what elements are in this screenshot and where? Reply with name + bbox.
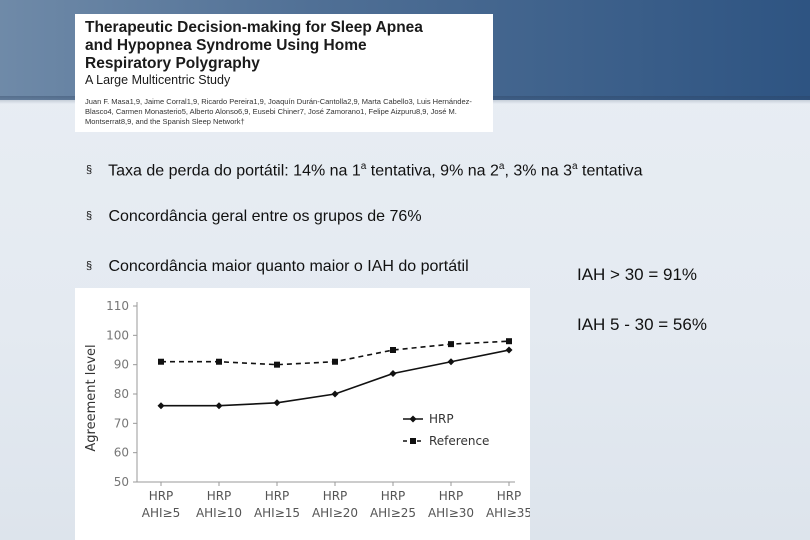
bullet-text: Concordância geral entre os grupos de 76… xyxy=(108,208,422,225)
paper-title-line3: Respiratory Polygraphy xyxy=(85,55,260,72)
point-hrp xyxy=(157,402,165,410)
point-reference xyxy=(274,361,280,368)
bullet-marker-icon: § xyxy=(86,210,93,222)
x-tick-label-line2: AHI≥15 xyxy=(254,506,300,520)
point-reference xyxy=(158,358,164,365)
bullet-text: , 3% na 3 xyxy=(504,162,573,180)
y-tick-label: 50 xyxy=(114,475,129,489)
bullet-text: Concordância maior quanto maior o IAH do… xyxy=(108,258,469,275)
paper-title-line1: Therapeutic Decision-making for Sleep Ap… xyxy=(85,19,423,36)
point-hrp xyxy=(505,346,513,354)
bullet-text: tentativa xyxy=(577,162,643,180)
paper-authors: Juan F. Masa1,9, Jaime Corral1,9, Ricard… xyxy=(85,97,472,126)
bullet-sup: a xyxy=(572,161,578,172)
agreement-chart: 50 60 70 80 90 100 110 Agreement level HRP AHI≥5 H… xyxy=(75,288,530,540)
bullet-marker-icon: § xyxy=(86,260,93,272)
x-tick-label-line1: HRP xyxy=(207,489,232,503)
x-tick-label-line1: HRP xyxy=(381,489,406,503)
y-tick-label: 70 xyxy=(114,416,129,430)
x-tick-label-line1: HRP xyxy=(497,489,522,503)
point-reference xyxy=(216,358,222,365)
point-hrp xyxy=(331,390,339,398)
point-reference xyxy=(506,338,512,345)
point-hrp xyxy=(389,369,397,377)
bullet-marker-icon: § xyxy=(86,164,93,177)
point-hrp xyxy=(215,402,223,410)
bullet-sup: a xyxy=(360,161,367,172)
y-tick-label: 100 xyxy=(106,328,129,342)
x-tick-label-line2: AHI≥20 xyxy=(312,506,358,520)
x-tick-label-line2: AHI≥25 xyxy=(370,506,416,520)
y-tick-label: 90 xyxy=(114,358,129,372)
point-reference xyxy=(448,341,454,348)
point-hrp xyxy=(273,399,281,407)
x-tick-label-line2: AHI≥35 xyxy=(486,506,530,520)
x-tick-label-line2: AHI≥5 xyxy=(142,506,180,520)
legend-marker-hrp xyxy=(409,415,417,423)
point-hrp xyxy=(447,358,455,366)
x-tick-label-line1: HRP xyxy=(149,489,174,503)
legend-marker-reference xyxy=(410,438,416,444)
point-reference xyxy=(390,347,396,353)
y-tick-label: 60 xyxy=(114,446,129,460)
paper-title-line2: and Hypopnea Syndrome Using Home xyxy=(85,37,367,54)
y-axis-title: Agreement level xyxy=(84,344,99,451)
paper-header-image: Therapeutic Decision-making for Sleep Ap… xyxy=(75,14,493,132)
bullet-item-loss-rate: § Taxa de perda do portátil: 14% na 1a t… xyxy=(86,161,643,180)
legend-label-hrp: HRP xyxy=(429,412,454,426)
y-tick-label: 80 xyxy=(114,387,129,401)
side-note-iah-high: IAH > 30 = 91% xyxy=(577,265,698,284)
point-reference xyxy=(332,358,338,365)
x-tick-label-line1: HRP xyxy=(323,489,348,503)
agreement-chart-svg: 50 60 70 80 90 100 110 Agreement level HRP AHI≥5 H… xyxy=(84,299,530,520)
bullet-item-higher-agreement: § Concordância maior quanto maior o IAH … xyxy=(86,258,469,276)
paper-subtitle: A Large Multicentric Study xyxy=(85,73,231,87)
x-tick-label-line1: HRP xyxy=(439,489,464,503)
bullet-text: tentativa, 9% na 2 xyxy=(366,162,499,180)
x-tick-label-line1: HRP xyxy=(265,489,290,503)
bullet-text: Taxa de perda do portátil: 14% na 1 xyxy=(108,162,361,180)
x-tick-label-line2: AHI≥30 xyxy=(428,506,474,520)
bullet-sup: a xyxy=(498,161,505,172)
x-tick-label-line2: AHI≥10 xyxy=(196,506,242,520)
y-tick-label: 110 xyxy=(106,299,129,313)
legend-label-reference: Reference xyxy=(429,434,489,448)
bullet-item-overall-agreement: § Concordância geral entre os grupos de … xyxy=(86,208,422,226)
side-note-iah-mid: IAH 5 - 30 = 56% xyxy=(577,315,707,334)
